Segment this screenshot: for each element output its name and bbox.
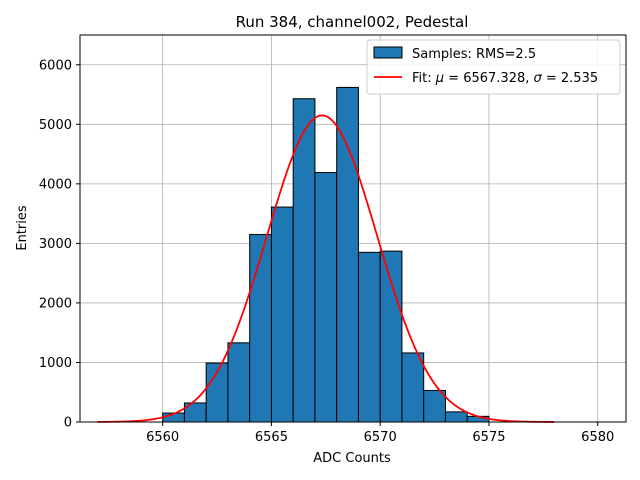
y-axis-label: Entries	[15, 205, 30, 251]
x-tick-label: 6570	[364, 430, 397, 445]
histogram-bar	[270, 206, 294, 423]
x-tick-label: 6565	[255, 430, 288, 445]
histogram-bar	[336, 86, 359, 423]
histogram-bar	[401, 352, 425, 423]
legend-label-samples: Samples: RMS=2.5	[412, 47, 536, 62]
x-tick-label: 6560	[146, 430, 179, 445]
histogram-bar	[314, 172, 338, 423]
histogram-bars	[162, 86, 490, 423]
y-tick-label: 0	[64, 416, 72, 431]
y-tick-label: 1000	[39, 356, 72, 371]
histogram-bar	[423, 389, 446, 423]
legend-label-fit: Fit: μ = 6567.328, σ = 2.535	[412, 71, 598, 86]
y-tick-label: 6000	[39, 58, 72, 73]
y-axis-ticks: 0 1000 2000 3000 4000 5000 6000	[39, 58, 80, 431]
y-tick-label: 4000	[39, 177, 72, 192]
histogram-bar	[444, 411, 468, 423]
x-axis-label: ADC Counts	[313, 451, 391, 466]
legend-box	[366, 39, 621, 95]
y-tick-label: 2000	[39, 296, 72, 311]
legend: Samples: RMS=2.5 Fit: μ = 6567.328, σ = …	[366, 39, 621, 95]
x-tick-label: 6580	[581, 430, 614, 445]
x-axis-ticks: 6560 6565 6570 6575 6580	[146, 422, 614, 445]
histogram-bar	[379, 250, 403, 423]
legend-swatch-samples	[373, 46, 403, 59]
plot-frame	[79, 34, 627, 423]
x-tick-label: 6575	[472, 430, 505, 445]
chart-title: Run 384, channel002, Pedestal	[236, 13, 469, 31]
y-tick-label: 5000	[39, 118, 72, 133]
y-tick-label: 3000	[39, 237, 72, 252]
histogram-bar	[227, 342, 251, 423]
histogram-bar	[357, 251, 381, 423]
histogram-bar	[249, 233, 272, 423]
fit-curve	[97, 114, 555, 423]
